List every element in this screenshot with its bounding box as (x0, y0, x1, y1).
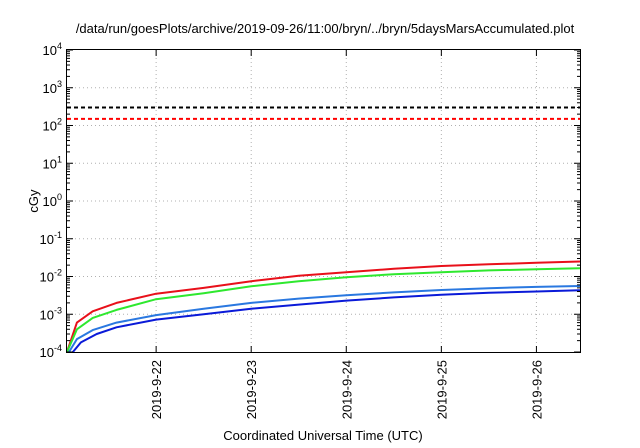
x-tick-label: 2019-9-25 (434, 360, 449, 419)
x-axis: 2019-9-22 2019-9-23 2019-9-24 2019-9-25 2019… (149, 50, 544, 419)
y-tick-label: 10-1 (40, 230, 62, 247)
series-line (66, 267, 581, 353)
y-tick-label: 102 (43, 117, 62, 134)
y-axis: 10-4 10-3 10-2 10-1 100 101 102 103 104 (40, 41, 580, 360)
x-axis-label: Coordinated Universal Time (UTC) (223, 428, 422, 443)
x-tick-label: 2019-9-26 (529, 360, 544, 419)
x-tick-label: 2019-9-22 (149, 360, 164, 419)
y-tick-label: 10-2 (40, 268, 62, 285)
y-tick-label: 101 (43, 154, 62, 171)
series-line (68, 285, 581, 353)
y-tick-label: 104 (43, 41, 62, 58)
x-tick-label: 2019-9-23 (244, 360, 259, 419)
y-tick-label: 10-4 (40, 343, 62, 360)
reference-lines (67, 106, 580, 120)
chart-title: /data/run/goesPlots/archive/2019-09-26/1… (76, 21, 575, 36)
plot-frame (66, 49, 581, 353)
y-axis-label: cGy (26, 189, 41, 213)
y-tick-label: 100 (43, 192, 62, 209)
series-line (72, 289, 581, 353)
y-tick-label: 10-3 (40, 305, 62, 322)
series-line (66, 260, 581, 353)
y-tick-label: 103 (43, 79, 62, 96)
series-group (66, 260, 581, 353)
x-tick-label: 2019-9-24 (339, 360, 354, 419)
grid (67, 50, 580, 352)
